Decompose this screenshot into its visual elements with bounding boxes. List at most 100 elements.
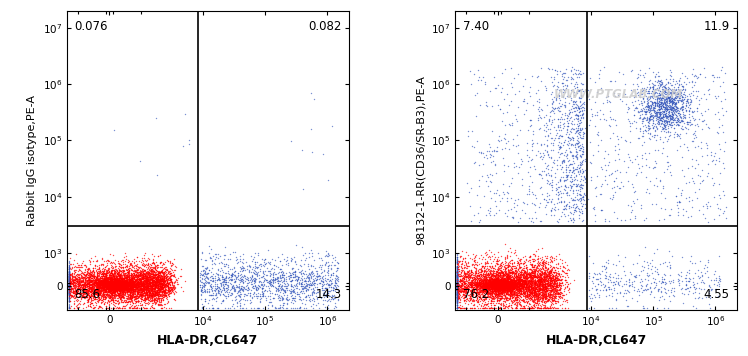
Point [125, 286, 137, 292]
Point [507, 270, 519, 276]
Point [511, 258, 523, 264]
Point [100, 281, 112, 287]
Point [107, 285, 119, 291]
Point [479, 279, 491, 284]
Point [102, 287, 114, 293]
Point [501, 281, 513, 287]
Point [82, 266, 94, 272]
Point [518, 281, 530, 287]
Point [451, 305, 463, 311]
Point [495, 280, 507, 286]
Point [524, 275, 536, 281]
Point [451, 274, 463, 279]
Point [280, 287, 292, 293]
Point [576, 148, 588, 154]
Point [476, 277, 488, 283]
Point [497, 282, 509, 287]
Point [473, 292, 485, 297]
Point [486, 275, 498, 281]
Point [99, 273, 111, 279]
Point [119, 281, 131, 286]
Point [563, 193, 575, 198]
Point [703, 125, 715, 131]
Point [138, 258, 150, 264]
Point [515, 285, 527, 291]
Point [107, 286, 119, 292]
Point [551, 277, 562, 283]
Point [465, 283, 477, 289]
Point [512, 287, 524, 292]
Point [532, 265, 544, 270]
Point [500, 282, 512, 287]
Point [631, 105, 643, 111]
Point [211, 286, 223, 291]
Point [278, 292, 290, 298]
Point [465, 274, 477, 279]
Point [303, 250, 315, 256]
Point [120, 278, 132, 283]
Point [664, 106, 676, 112]
Point [511, 279, 523, 285]
Point [500, 271, 512, 276]
Point [455, 282, 467, 288]
Point [673, 108, 685, 114]
Point [105, 283, 117, 289]
Point [643, 265, 654, 271]
Point [88, 284, 100, 290]
Point [491, 285, 503, 291]
Point [664, 94, 676, 99]
Point [63, 285, 75, 290]
Point [280, 281, 292, 287]
Point [533, 275, 545, 281]
Point [115, 283, 127, 289]
Point [138, 290, 150, 295]
Point [655, 205, 667, 211]
Point [120, 283, 132, 289]
Point [148, 286, 160, 292]
Point [544, 298, 556, 304]
Point [76, 261, 88, 266]
Point [497, 286, 509, 292]
Point [162, 282, 174, 288]
Point [114, 287, 126, 293]
Point [455, 282, 467, 288]
Point [501, 280, 513, 286]
Point [565, 121, 577, 126]
Point [503, 275, 515, 281]
Point [97, 292, 109, 298]
Point [513, 286, 525, 292]
Point [459, 290, 470, 295]
Point [473, 280, 485, 286]
Point [99, 281, 111, 287]
Point [121, 281, 133, 287]
Point [235, 271, 247, 277]
Point [560, 270, 572, 276]
Point [462, 284, 473, 289]
Point [478, 268, 490, 274]
Point [540, 274, 552, 279]
Point [105, 272, 117, 278]
Point [506, 278, 518, 284]
Point [479, 263, 491, 268]
Point [482, 276, 494, 282]
Point [523, 293, 535, 299]
Point [87, 293, 99, 299]
Point [155, 271, 167, 276]
Point [84, 272, 96, 277]
Point [536, 284, 548, 290]
Point [489, 277, 501, 283]
Point [708, 194, 720, 200]
Point [154, 286, 166, 292]
Point [125, 278, 137, 283]
Point [490, 287, 502, 293]
Point [102, 283, 114, 289]
Point [500, 282, 512, 288]
Point [166, 262, 178, 268]
Point [672, 80, 684, 86]
Point [462, 282, 473, 288]
Point [466, 280, 478, 286]
Point [120, 279, 132, 285]
Point [102, 286, 114, 291]
Point [494, 279, 506, 284]
Point [560, 175, 572, 180]
